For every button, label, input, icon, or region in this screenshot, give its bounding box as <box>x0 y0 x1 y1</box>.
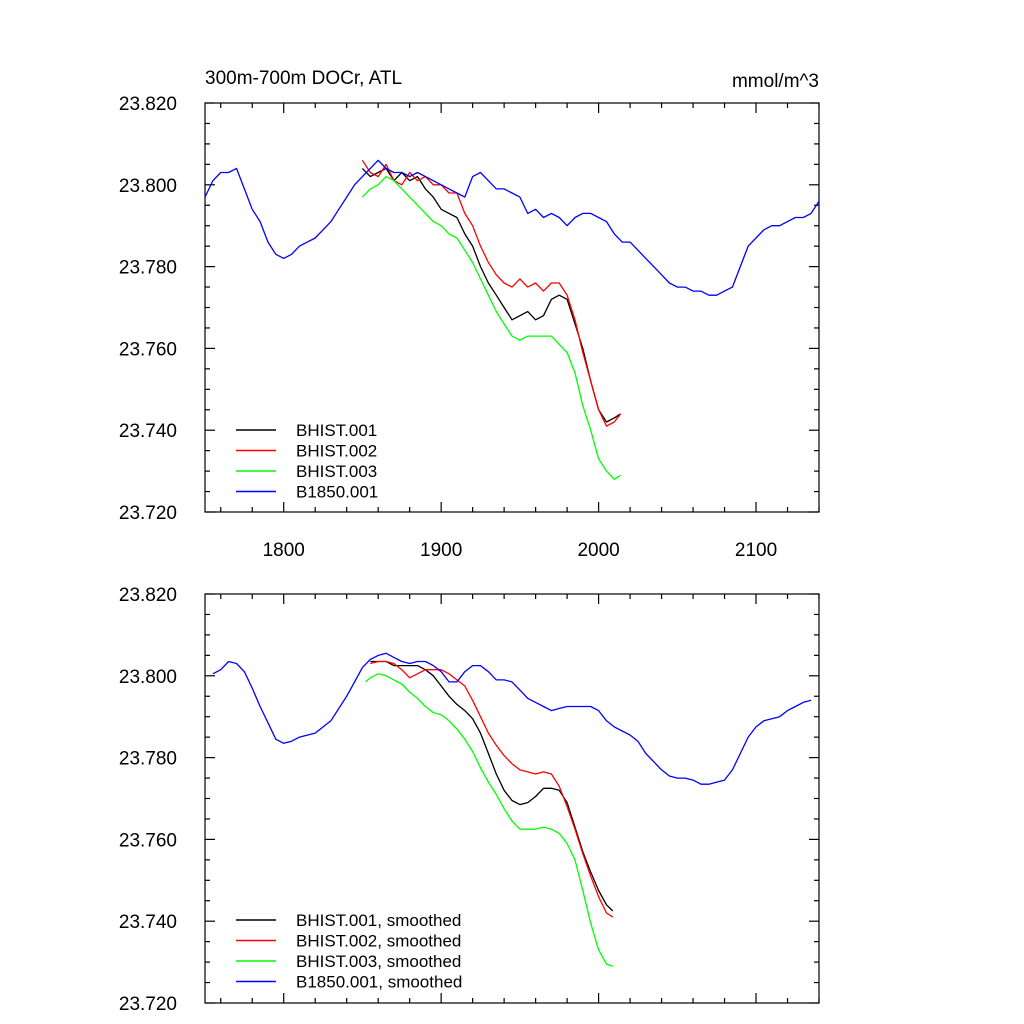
y-tick-label: 23.820 <box>119 585 177 606</box>
series-line-bhist-002 <box>361 159 622 427</box>
series-line-bhist-003-smoothed <box>365 673 614 967</box>
legend-label: BHIST.003, smoothed <box>296 952 461 971</box>
y-tick-label: 23.800 <box>119 176 177 197</box>
legend-label: BHIST.003 <box>296 462 377 481</box>
legend-label: B1850.001, smoothed <box>296 973 462 992</box>
y-tick-label: 23.740 <box>119 912 177 933</box>
bottom-panel: 23.720 23.740 23.760 23.780 23.800 23.820 BHIS… <box>119 585 820 1015</box>
legend-label: BHIST.001 <box>296 421 377 440</box>
legend-label: BHIST.002, smoothed <box>296 932 461 951</box>
y-tick-label: 23.720 <box>119 503 177 524</box>
legend-label: BHIST.002 <box>296 442 377 461</box>
y-tick-label: 23.760 <box>119 830 177 851</box>
legend-label: B1850.001 <box>296 483 378 502</box>
series-line-b1850-001 <box>204 159 820 296</box>
y-tick-label: 23.800 <box>119 667 177 688</box>
series-line-bhist-001 <box>361 167 621 423</box>
chart-title: 300m-700m DOCr, ATL <box>205 68 402 89</box>
x-tick-label: 1800 <box>263 540 305 561</box>
legend: BHIST.001, smoothed BHIST.002, smoothedBH… <box>236 911 462 992</box>
top-panel: 1800 1900 2000 2100 23.720 23.740 23.760 23.780… <box>119 68 820 561</box>
units-label: mmol/m^3 <box>732 71 819 92</box>
y-tick-label: 23.820 <box>119 94 177 115</box>
y-tick-label: 23.760 <box>119 339 177 360</box>
series-line-b1850-001-smoothed <box>212 652 812 785</box>
series-line-bhist-001-smoothed <box>370 660 614 912</box>
y-tick-label: 23.780 <box>119 749 177 770</box>
y-tick-label: 23.720 <box>119 994 177 1015</box>
legend-label: BHIST.001, smoothed <box>296 911 461 930</box>
y-tick-label: 23.740 <box>119 421 177 442</box>
y-tick-label: 23.780 <box>119 258 177 279</box>
x-tick-label: 2000 <box>577 540 619 561</box>
series-line-bhist-002-smoothed <box>370 660 614 918</box>
x-tick-label: 2100 <box>735 540 777 561</box>
series-line-bhist-003 <box>361 175 621 480</box>
x-tick-label: 1900 <box>420 540 462 561</box>
